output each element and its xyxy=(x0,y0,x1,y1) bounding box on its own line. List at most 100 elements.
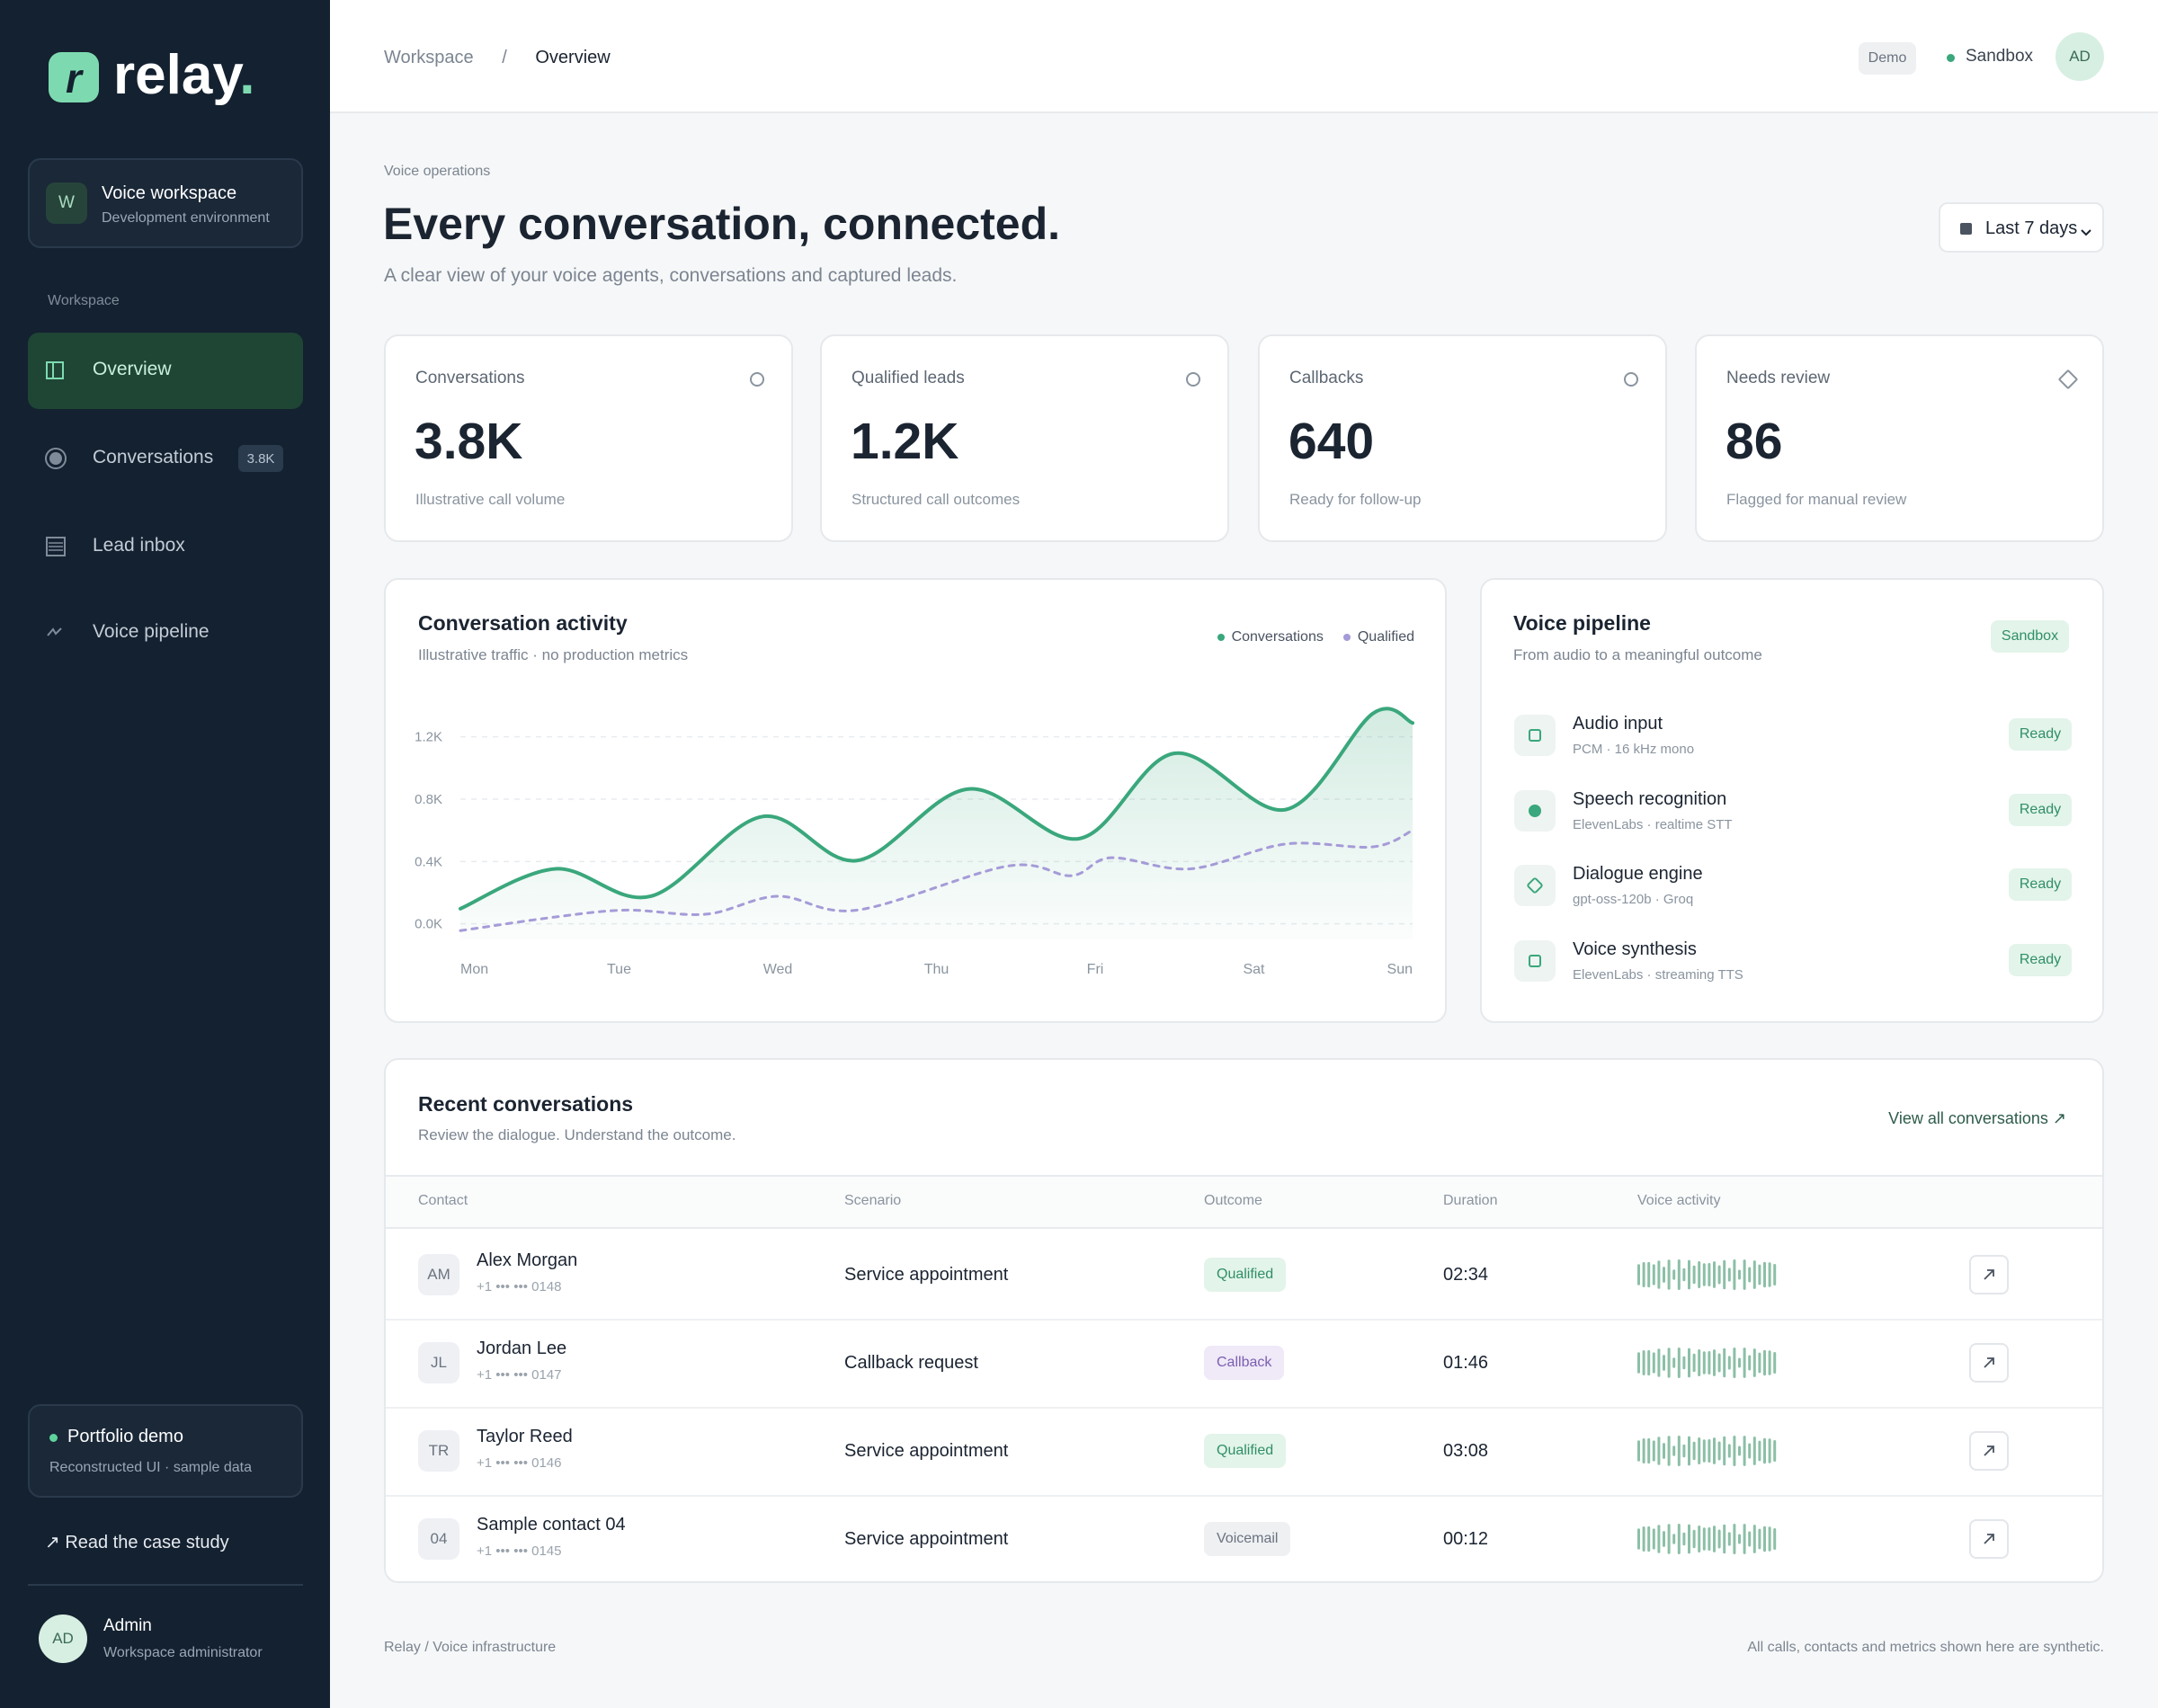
wave-bar xyxy=(1663,1355,1665,1371)
wave-bar xyxy=(1748,1443,1752,1459)
nav-item[interactable]: Conversations xyxy=(93,447,214,467)
wave-bar xyxy=(1717,1353,1721,1373)
legend-item[interactable]: Qualified xyxy=(1342,629,1414,645)
wave-bar xyxy=(1642,1350,1645,1375)
topbar xyxy=(330,0,2158,113)
wave-bar xyxy=(1748,1531,1752,1547)
chart-title: Conversation activity xyxy=(418,611,628,635)
wave-bar xyxy=(1682,1356,1686,1370)
waveform xyxy=(1637,1524,1777,1554)
contact-phone: +1 ••• ••• 0145 xyxy=(477,1543,562,1559)
arrow-icon xyxy=(1984,1357,1994,1368)
wave-bar xyxy=(1667,1259,1671,1290)
legend-swatch xyxy=(1342,634,1351,641)
kpi-card: Callbacks 640 Ready for follow-up xyxy=(1258,334,1667,542)
wave-bar xyxy=(1692,1529,1696,1549)
arrow xyxy=(1984,1534,1994,1544)
nav-item[interactable]: Overview xyxy=(93,359,172,379)
wave-bar xyxy=(1692,1265,1696,1285)
wave-bar xyxy=(1672,1357,1676,1368)
wave-bar xyxy=(1657,1348,1661,1377)
env-label[interactable]: Sandbox xyxy=(1966,47,2034,66)
wave-bar xyxy=(1743,1436,1746,1466)
row-divider xyxy=(386,1319,2102,1321)
kpi-note: Ready for follow-up xyxy=(1289,491,1422,508)
arrow-icon xyxy=(1984,1269,1994,1280)
nav-icon xyxy=(46,361,64,379)
wave-bar xyxy=(1647,1349,1651,1376)
wave-bar xyxy=(1708,1438,1711,1463)
nav-icon xyxy=(45,448,67,469)
outcome-badge: Qualified xyxy=(1204,1434,1287,1468)
wave-bar xyxy=(1663,1267,1665,1283)
workspace-card[interactable]: W Voice workspace Development environmen… xyxy=(28,158,303,248)
stage-detail: gpt-oss-120b · Groq xyxy=(1573,892,1694,907)
outcome-badge: Callback xyxy=(1204,1346,1285,1380)
kpi-card: Needs review 86 Flagged for manual review xyxy=(1695,334,2104,542)
contact-name[interactable]: Sample contact 04 xyxy=(477,1515,626,1535)
open-button[interactable] xyxy=(1969,1255,2009,1294)
wave-bar xyxy=(1652,1264,1655,1285)
wave-bar xyxy=(1727,1356,1731,1370)
wave-bar xyxy=(1733,1524,1736,1554)
x-tick-label: Sun xyxy=(1387,962,1413,977)
wave-bar xyxy=(1657,1525,1661,1553)
contact-avatar: 04 xyxy=(418,1518,459,1560)
scenario: Service appointment xyxy=(844,1441,1009,1461)
nav-item[interactable]: Voice pipeline xyxy=(93,621,210,642)
calendar-icon xyxy=(1960,223,1972,235)
scenario: Callback request xyxy=(844,1353,978,1373)
wave-bar xyxy=(1723,1524,1726,1554)
y-tick-label: 0.0K xyxy=(415,917,442,932)
avatar[interactable]: AD xyxy=(2055,32,2104,81)
chart: 0.0K 0.4K 0.8K 1.2K Mon Tue Wed Thu Fri Sat Sun xyxy=(415,707,1414,977)
column-header: Voice activity xyxy=(1637,1193,1721,1208)
recent-subtitle: Review the dialogue. Understand the outc… xyxy=(418,1126,736,1143)
range-picker[interactable]: Last 7 days xyxy=(1939,202,2104,253)
logo-mark: r xyxy=(49,52,99,102)
wave-bar xyxy=(1743,1259,1746,1290)
pipeline-title: Voice pipeline xyxy=(1513,611,1651,635)
waveform xyxy=(1637,1259,1777,1290)
nav-item[interactable]: Lead inbox xyxy=(93,535,185,556)
wave-bar xyxy=(1763,1437,1766,1464)
contact-name[interactable]: Alex Morgan xyxy=(477,1250,578,1270)
kpi-icon xyxy=(2057,369,2079,390)
wave-bar xyxy=(1682,1268,1686,1282)
kpi-label: Callbacks xyxy=(1289,369,1364,387)
arrow-icon xyxy=(1984,1534,1994,1544)
case-study-link[interactable]: ↗ Read the case study xyxy=(45,1533,229,1552)
duration: 03:08 xyxy=(1443,1441,1489,1461)
kpi-label: Needs review xyxy=(1726,369,1831,387)
wave-bar xyxy=(1682,1532,1686,1546)
open-button[interactable] xyxy=(1969,1519,2009,1559)
wave-bar xyxy=(1637,1528,1640,1550)
x-tick-label: Wed xyxy=(763,962,793,977)
contact-name[interactable]: Jordan Lee xyxy=(477,1339,567,1358)
legend-swatch xyxy=(1217,634,1225,641)
x-tick-label: Fri xyxy=(1087,962,1104,977)
wave-bar xyxy=(1677,1524,1681,1554)
wave-bar xyxy=(1708,1262,1711,1287)
wave-bar xyxy=(1652,1528,1655,1550)
wave-bar xyxy=(1647,1261,1651,1288)
wave-bar xyxy=(1692,1353,1696,1373)
contact-phone: +1 ••• ••• 0147 xyxy=(477,1367,562,1383)
breadcrumb-item[interactable]: Workspace xyxy=(384,48,474,67)
open-button[interactable] xyxy=(1969,1431,2009,1471)
open-button[interactable] xyxy=(1969,1343,2009,1383)
duration: 01:46 xyxy=(1443,1353,1489,1373)
status-dot xyxy=(49,1434,58,1442)
contact-avatar: JL xyxy=(418,1342,459,1383)
view-all-link[interactable]: View all conversations ↗ xyxy=(1888,1109,2066,1127)
user-role: Workspace administrator xyxy=(103,1645,263,1660)
wave-bar xyxy=(1642,1262,1645,1287)
wave-bar xyxy=(1738,1534,1741,1544)
kpi-value: 1.2K xyxy=(851,413,959,470)
scenario: Service appointment xyxy=(844,1265,1009,1285)
contact-name[interactable]: Taylor Reed xyxy=(477,1427,573,1446)
legend-item[interactable]: Conversations xyxy=(1217,629,1324,645)
x-tick-label: Thu xyxy=(924,962,950,977)
nav-active-bg xyxy=(28,333,303,409)
user-avatar[interactable]: AD xyxy=(39,1615,87,1663)
